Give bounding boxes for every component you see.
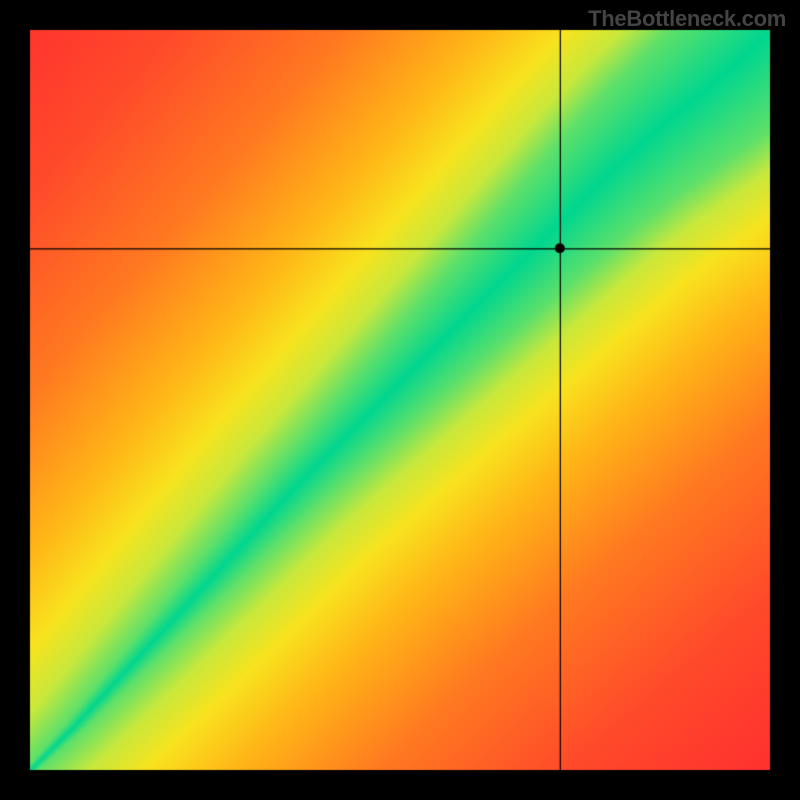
chart-container: TheBottleneck.com bbox=[0, 0, 800, 800]
watermark-text: TheBottleneck.com bbox=[588, 6, 786, 32]
heatmap-canvas bbox=[0, 0, 800, 800]
